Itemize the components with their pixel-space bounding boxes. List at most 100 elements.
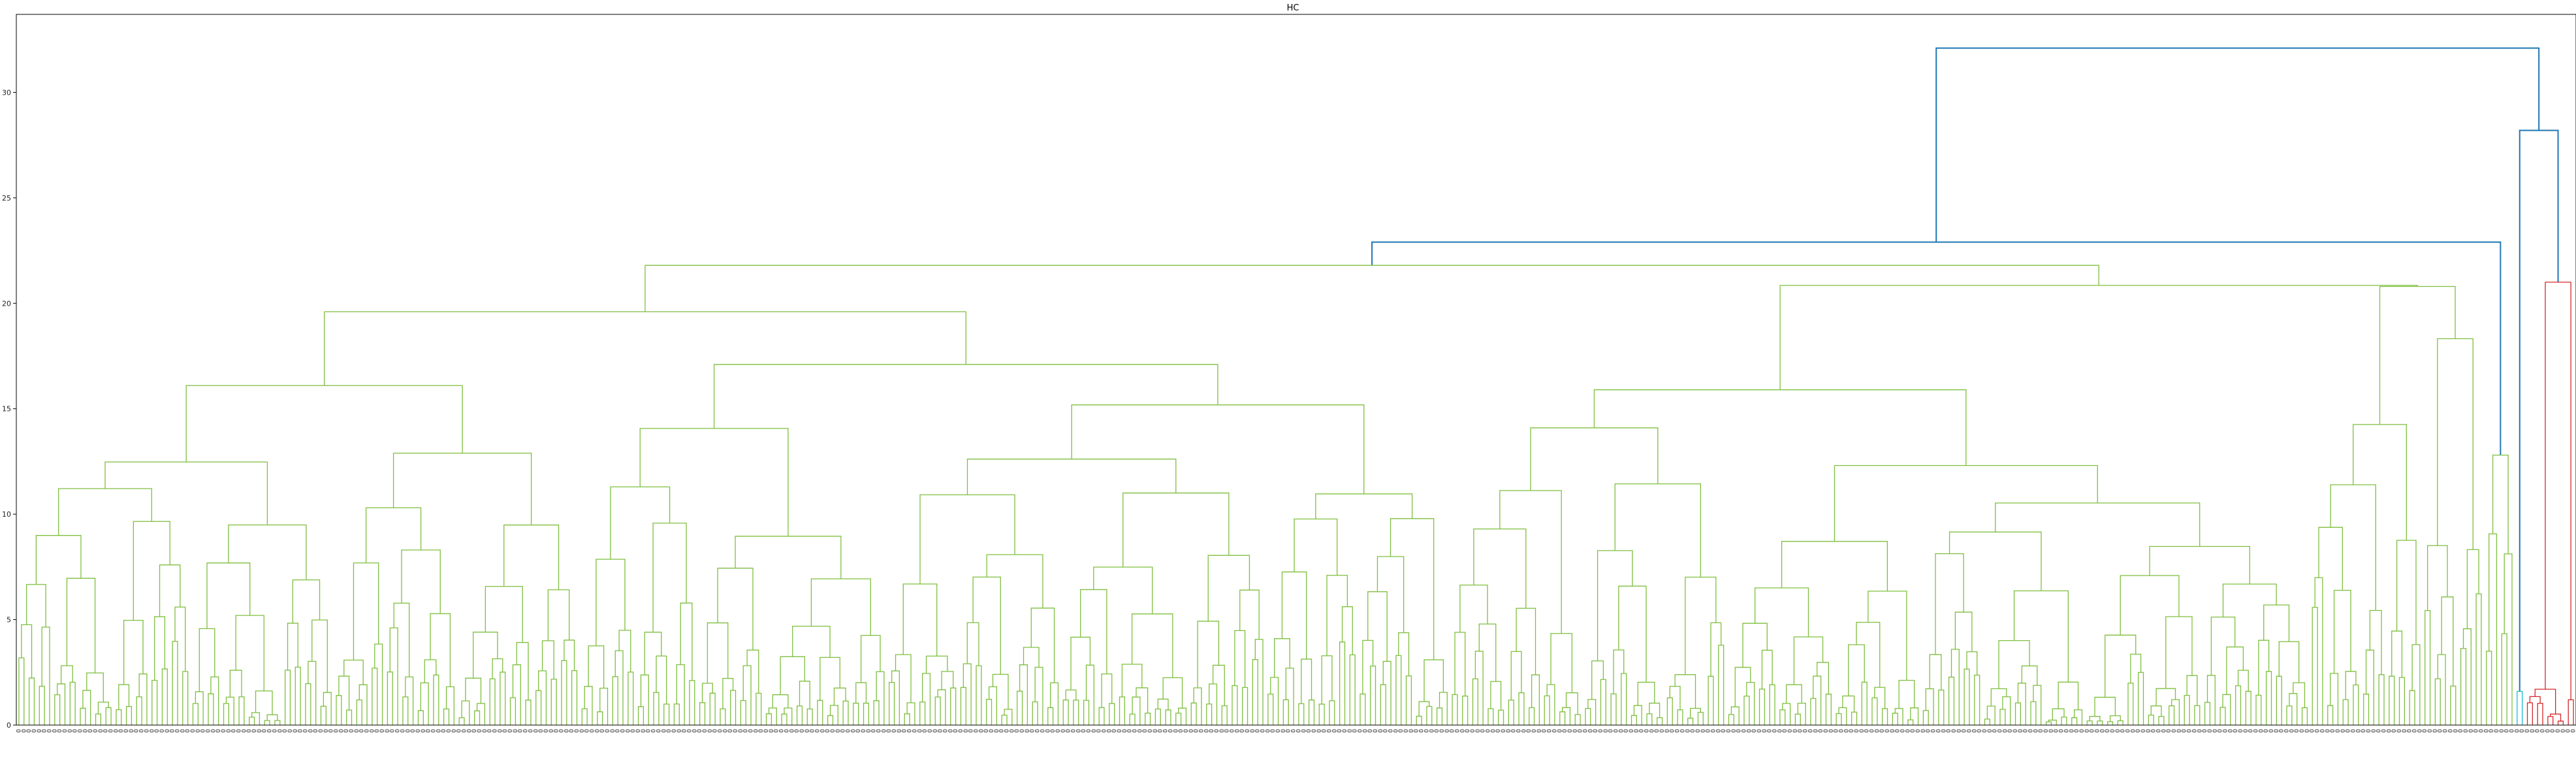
leaf-label: 0	[267, 729, 274, 733]
leaf-label: 0	[1982, 729, 1988, 733]
leaf-label: 0	[1158, 729, 1164, 733]
leaf-label: 0	[610, 729, 616, 733]
leaf-label: 0	[1884, 729, 1891, 733]
dendrogram-link	[904, 713, 910, 725]
leaf-label: 0	[497, 729, 503, 733]
dendrogram-link	[1544, 695, 1550, 725]
dendrogram-link	[1587, 699, 1597, 725]
dendrogram-link	[225, 696, 234, 725]
leaf-label: 0	[1475, 729, 1482, 733]
leaf-label: 0	[835, 729, 842, 733]
dendrogram-link	[1848, 644, 1865, 696]
dendrogram-link	[2330, 673, 2339, 725]
leaf-label: 0	[871, 729, 878, 733]
dendrogram-link	[1498, 709, 1504, 725]
dendrogram-link	[1178, 707, 1187, 725]
leaf-label: 0	[113, 729, 119, 733]
leaf-label: 0	[2371, 729, 2377, 733]
dendrogram-link	[772, 694, 789, 708]
leaf-label: 0	[2330, 729, 2336, 733]
dendrogram-link	[891, 670, 900, 725]
leaf-label: 0	[1219, 729, 1226, 733]
dendrogram-link	[1669, 686, 1681, 710]
dendrogram-link	[1197, 621, 1220, 688]
leaf-label: 0	[1843, 729, 1850, 733]
dendrogram-link	[976, 665, 982, 725]
dendrogram-link	[673, 704, 680, 725]
dendrogram-link	[1071, 404, 1365, 494]
leaf-label: 0	[72, 729, 79, 733]
dendrogram-link	[1239, 589, 1260, 640]
leaf-label: 0	[819, 729, 826, 733]
dendrogram-link	[1452, 694, 1458, 725]
dendrogram-link	[2396, 540, 2417, 645]
dendrogram-link	[2475, 593, 2482, 725]
leaf-label: 0	[1255, 729, 1262, 733]
leaf-label: 0	[369, 729, 375, 733]
leaf-label: 0	[686, 729, 693, 733]
leaf-label: 0	[1127, 729, 1134, 733]
leaf-label: 0	[206, 729, 212, 733]
leaf-label: 0	[763, 729, 770, 733]
leaf-label: 0	[2084, 729, 2091, 733]
leaf-label: 0	[1551, 729, 1558, 733]
leaf-label: 0	[1869, 729, 1876, 733]
leaf-label: 0	[1757, 729, 1763, 733]
leaf-label: 0	[2268, 729, 2275, 733]
leaf-label: 0	[1715, 729, 1722, 733]
dendrogram-link	[1298, 703, 1305, 725]
leaf-label: 0	[1347, 729, 1354, 733]
leaf-label: 0	[1388, 729, 1395, 733]
dendrogram-link	[1649, 702, 1661, 718]
dendrogram-link	[1591, 660, 1604, 700]
dendrogram-link	[1004, 709, 1013, 725]
dendrogram-link	[251, 712, 261, 725]
leaf-label: 0	[2048, 729, 2055, 733]
dendrogram-link	[433, 674, 439, 725]
dendrogram-link	[1315, 493, 1413, 519]
leaf-label: 0	[1997, 729, 2004, 733]
leaf-label: 0	[1111, 729, 1118, 733]
leaf-label: 0	[1920, 729, 1927, 733]
leaf-label: 0	[549, 729, 555, 733]
leaf-label: 0	[963, 729, 970, 733]
leaf-label: 0	[57, 729, 63, 733]
leaf-label: 0	[21, 729, 27, 733]
dendrogram-link	[2545, 282, 2571, 700]
dendrogram-link	[1813, 675, 1822, 725]
leaf-label: 0	[1168, 729, 1174, 733]
dendrogram-link	[2184, 694, 2190, 725]
dendrogram-link	[618, 630, 631, 672]
dendrogram-link	[353, 562, 379, 660]
leaf-label: 0	[1173, 729, 1179, 733]
dendrogram-link	[2138, 672, 2144, 725]
dendrogram-link	[1129, 713, 1136, 725]
dendrogram-link	[1285, 668, 1294, 725]
dendrogram-link	[1034, 666, 1043, 725]
leaf-label: 0	[1946, 729, 1952, 733]
dendrogram-link	[1817, 662, 1830, 694]
dendrogram-link	[2245, 690, 2251, 725]
leaf-label: 0	[932, 729, 939, 733]
leaf-label: 0	[338, 729, 345, 733]
dendrogram-link	[644, 265, 2099, 312]
leaf-label: 0	[707, 729, 714, 733]
leaf-label: 0	[1490, 729, 1497, 733]
leaf-label: 0	[1106, 729, 1113, 733]
leaf-label: 0	[886, 729, 893, 733]
leaf-label: 0	[1603, 729, 1610, 733]
dendrogram-link	[95, 713, 102, 725]
dendrogram-link	[1935, 47, 2540, 242]
leaf-label: 0	[430, 729, 437, 733]
leaf-label: 0	[87, 729, 94, 733]
dendrogram-link	[430, 613, 451, 687]
leaf-label: 0	[2191, 729, 2198, 733]
dendrogram-link	[829, 705, 838, 725]
leaf-label: 0	[1040, 729, 1046, 733]
leaf-label: 0	[1531, 729, 1538, 733]
leaf-label: 0	[1117, 729, 1123, 733]
leaf-label: 0	[2294, 729, 2300, 733]
dendrogram-link	[485, 586, 523, 643]
dendrogram-link	[2222, 583, 2277, 617]
dendrogram-link	[343, 659, 364, 685]
